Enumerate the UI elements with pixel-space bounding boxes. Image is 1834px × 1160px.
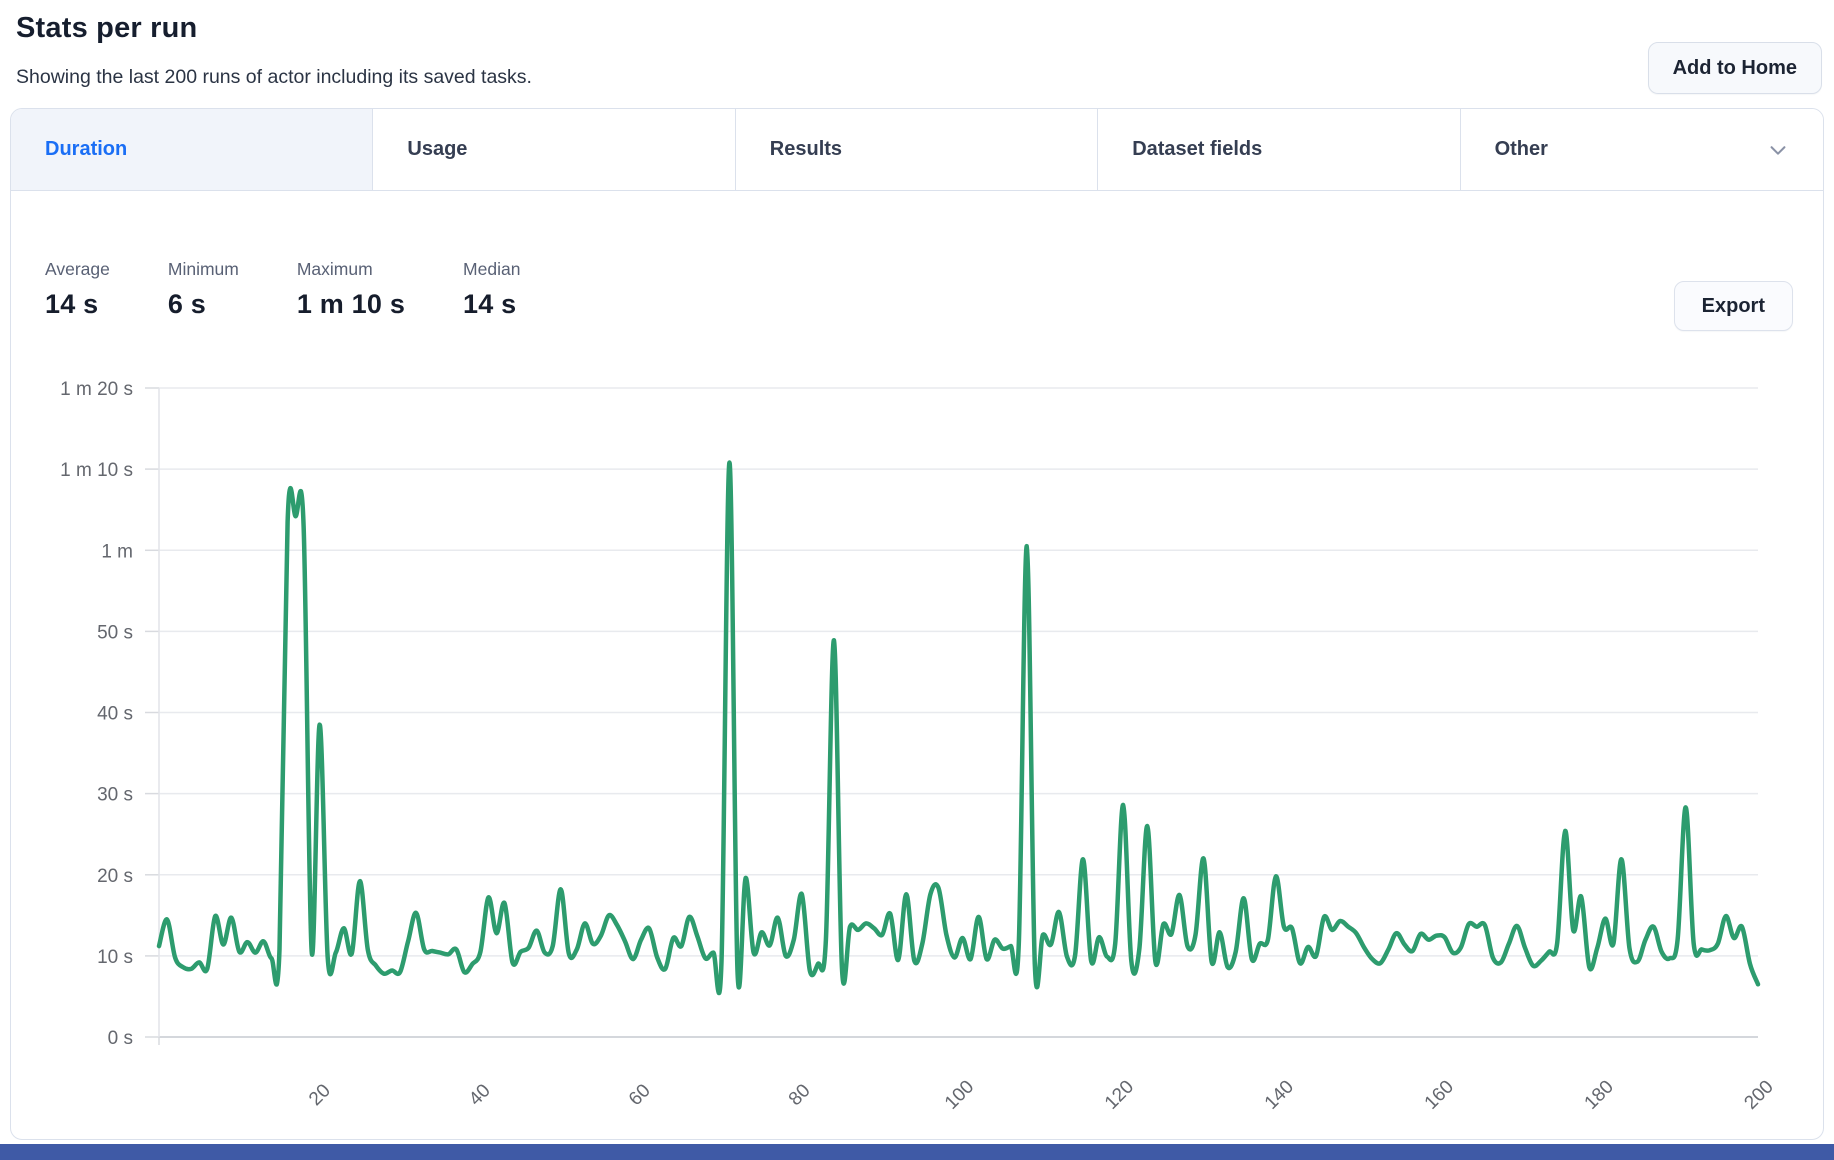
stat-median-value: 14 s (463, 289, 517, 319)
svg-text:100: 100 (941, 1076, 978, 1113)
svg-text:50 s: 50 s (97, 622, 133, 643)
tab-dataset-fields-label: Dataset fields (1132, 138, 1263, 160)
svg-text:40 s: 40 s (97, 704, 133, 725)
svg-text:10 s: 10 s (97, 947, 133, 968)
svg-text:0 s: 0 s (108, 1028, 133, 1049)
stat-minimum: Minimum 6 s (168, 259, 239, 320)
tab-duration-label: Duration (45, 138, 128, 160)
tab-other[interactable]: Other (1460, 109, 1823, 190)
stat-maximum: Maximum 1 m 10 s (297, 259, 405, 320)
svg-text:140: 140 (1261, 1076, 1298, 1113)
svg-text:160: 160 (1421, 1076, 1458, 1113)
stats-card: Duration Usage Results Dataset fields Ot… (10, 108, 1824, 1140)
tab-other-label: Other (1494, 138, 1548, 160)
chevron-down-icon (1770, 145, 1786, 155)
summary-stats: Average 14 s Minimum 6 s Maximum 1 m 10 … (45, 259, 520, 320)
svg-text:20: 20 (305, 1080, 335, 1110)
svg-text:1 m 20 s: 1 m 20 s (60, 379, 133, 400)
stat-maximum-label: Maximum (296, 259, 373, 279)
svg-text:40: 40 (465, 1080, 495, 1110)
stat-median-label: Median (463, 259, 521, 279)
svg-text:1 m: 1 m (101, 541, 133, 562)
tab-results-label: Results (769, 138, 843, 160)
tab-duration[interactable]: Duration (11, 109, 374, 190)
svg-text:30 s: 30 s (97, 785, 133, 806)
svg-text:80: 80 (785, 1080, 815, 1110)
svg-text:1 m 10 s: 1 m 10 s (60, 460, 133, 481)
svg-text:60: 60 (625, 1080, 655, 1110)
export-button[interactable]: Export (1673, 281, 1793, 331)
stat-average: Average 14 s (45, 259, 110, 320)
stat-average-label: Average (45, 259, 110, 279)
tab-usage-label: Usage (407, 138, 468, 160)
stat-median: Median 14 s (463, 259, 520, 320)
svg-text:120: 120 (1101, 1076, 1138, 1113)
svg-text:200: 200 (1740, 1076, 1777, 1113)
page-subtitle: Showing the last 200 runs of actor inclu… (16, 66, 532, 88)
bottom-section-edge (0, 1144, 1834, 1160)
page-header: Stats per run Showing the last 200 runs … (0, 0, 1834, 108)
stat-maximum-value: 1 m 10 s (296, 289, 406, 319)
add-to-home-button[interactable]: Add to Home (1647, 42, 1822, 94)
duration-line-chart[interactable]: 0 s 10 s 20 s 30 s 40 s 50 s 1 m 1 m 10 s 1 m 20… (11, 323, 1823, 1129)
tab-usage[interactable]: Usage (373, 109, 736, 190)
stat-minimum-value: 6 s (167, 289, 207, 319)
page-title: Stats per run (16, 12, 198, 44)
svg-text:20 s: 20 s (97, 866, 133, 887)
tab-results[interactable]: Results (735, 109, 1099, 190)
tab-bar: Duration Usage Results Dataset fields Ot… (11, 109, 1823, 191)
svg-text:180: 180 (1581, 1076, 1618, 1113)
stat-minimum-label: Minimum (167, 259, 239, 279)
stat-average-value: 14 s (45, 289, 99, 319)
tab-dataset-fields[interactable]: Dataset fields (1098, 109, 1461, 190)
